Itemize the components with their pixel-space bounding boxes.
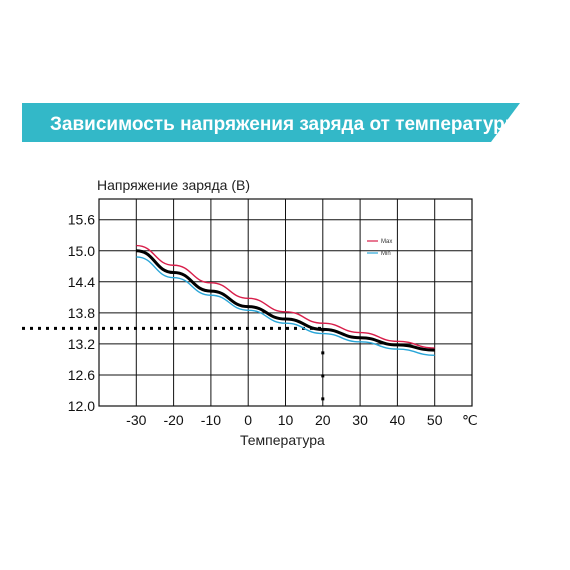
x-tick-labels: -30 -20 -10 0 10 20 30 40 50	[126, 412, 443, 428]
y-tick-label: 14.4	[68, 274, 95, 290]
y-tick-label: 13.2	[68, 336, 95, 352]
y-tick-labels: 12.0 12.6 13.2 13.8 14.4 15.0 15.6	[68, 212, 95, 414]
x-unit-label: ℃	[462, 412, 478, 428]
series-line-min	[136, 256, 435, 356]
legend-label-min: Min	[381, 251, 391, 257]
x-tick-label: 50	[427, 412, 443, 428]
series-line-main	[136, 249, 435, 352]
x-tick-label: 0	[244, 412, 252, 428]
y-tick-label: 13.8	[68, 305, 95, 321]
x-axis-label: Температура	[240, 432, 325, 448]
x-tick-label: 30	[352, 412, 368, 428]
reference-lines	[22, 326, 325, 404]
y-tick-label: 12.0	[68, 398, 95, 414]
x-tick-label: 10	[278, 412, 294, 428]
x-tick-label: -10	[201, 412, 221, 428]
banner: Зависимость напряжения заряда от темпера…	[22, 103, 521, 142]
y-tick-label: 15.0	[68, 243, 95, 259]
banner-title: Зависимость напряжения заряда от темпера…	[50, 114, 521, 135]
y-tick-label: 15.6	[68, 212, 95, 228]
series-group	[136, 244, 435, 356]
grid	[98, 198, 473, 407]
banner-background	[22, 103, 520, 142]
series-line-max	[136, 244, 435, 349]
x-tick-label: 40	[390, 412, 406, 428]
y-tick-label: 12.6	[68, 367, 95, 383]
legend: Max Min	[367, 239, 392, 257]
y-axis-label: Напряжение заряда (В)	[97, 177, 250, 193]
x-tick-label: -20	[163, 412, 183, 428]
x-tick-label: -30	[126, 412, 146, 428]
x-tick-label: 20	[315, 412, 331, 428]
legend-label-max: Max	[381, 239, 392, 245]
